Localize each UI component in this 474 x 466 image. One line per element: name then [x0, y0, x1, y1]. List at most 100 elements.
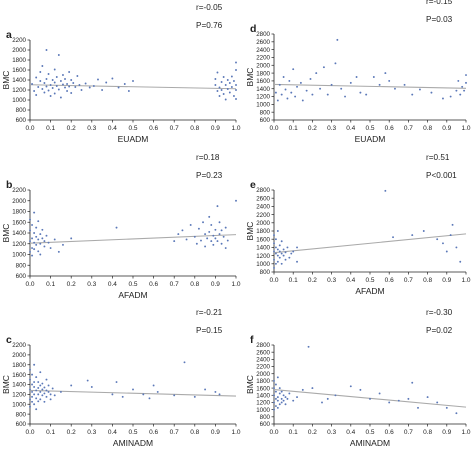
data-point: [39, 398, 42, 401]
data-point: [282, 394, 285, 397]
data-point: [365, 93, 368, 96]
data-point: [430, 91, 433, 94]
data-point: [45, 85, 48, 88]
data-point: [220, 89, 223, 91]
data-point: [62, 74, 64, 76]
panel-e: 0.0 0.1 0.2 0.3 0.4 0.5 0.6 0.7 0.8 0.9 1.0 8001000…: [245, 153, 471, 296]
data-point: [78, 84, 81, 86]
data-point: [41, 228, 44, 231]
data-point: [216, 240, 219, 243]
data-point: [294, 95, 297, 98]
x-tick-label: 0.1: [289, 277, 298, 284]
data-point: [208, 230, 211, 233]
data-point: [59, 96, 62, 99]
data-point: [222, 76, 225, 78]
data-point: [39, 242, 42, 245]
data-point: [37, 400, 40, 403]
data-point: [39, 371, 42, 374]
data-point: [307, 345, 310, 348]
y-tick-label: 1400: [12, 230, 26, 237]
data-point: [41, 388, 44, 391]
y-tick-label: 2000: [256, 371, 270, 378]
data-point: [35, 76, 38, 79]
data-point: [49, 398, 52, 401]
data-point: [273, 242, 275, 245]
data-point: [280, 390, 283, 393]
data-point: [123, 83, 126, 85]
data-point: [41, 382, 44, 385]
data-point: [31, 400, 34, 403]
y-tick-label: 1200: [256, 253, 270, 260]
data-point: [64, 86, 66, 89]
y-tick-label: 800: [16, 411, 27, 418]
data-point: [33, 248, 36, 251]
data-point: [288, 256, 291, 259]
data-point: [394, 87, 396, 90]
y-tick-label: 1000: [256, 102, 270, 109]
y-tick-label: 1200: [256, 400, 270, 407]
data-point: [280, 93, 283, 96]
x-tick-label: 0.0: [269, 125, 278, 132]
data-point: [442, 97, 444, 100]
data-point: [296, 260, 298, 263]
data-point: [372, 76, 375, 78]
x-tick-label: 0.2: [67, 125, 76, 132]
data-point: [76, 75, 79, 77]
y-tick-label: 2800: [256, 187, 270, 194]
data-point: [355, 76, 358, 78]
data-point: [282, 399, 285, 402]
data-point: [35, 226, 38, 229]
data-point: [436, 238, 439, 241]
y-axis-title: BMC: [1, 71, 11, 90]
data-point: [299, 81, 302, 84]
data-point: [301, 99, 304, 102]
y-tick-label: 1400: [256, 245, 270, 252]
data-point: [326, 93, 329, 96]
x-tick-label: 0.6: [385, 429, 394, 436]
data-point: [117, 86, 120, 89]
x-tick-label: 0.2: [308, 125, 317, 132]
data-point: [43, 91, 46, 94]
data-point: [214, 390, 217, 393]
data-point: [39, 71, 42, 73]
x-tick-label: 0.6: [385, 125, 394, 132]
data-point: [35, 243, 38, 246]
data-point: [274, 91, 277, 94]
data-point: [33, 90, 36, 92]
data-point: [59, 80, 62, 82]
data-point: [51, 387, 54, 390]
data-point: [235, 89, 237, 91]
x-tick-label: 1.0: [231, 125, 240, 132]
data-point: [214, 237, 217, 240]
data-point: [276, 248, 279, 251]
data-point: [214, 84, 217, 86]
data-point: [459, 260, 462, 263]
x-tick-label: 0.1: [46, 429, 55, 436]
data-point: [115, 226, 118, 229]
data-point: [276, 399, 279, 402]
data-point: [274, 397, 277, 400]
data-point: [39, 253, 42, 256]
data-point: [284, 251, 287, 254]
data-point: [214, 78, 217, 80]
data-point: [426, 396, 429, 399]
data-point: [33, 363, 36, 366]
data-point: [276, 406, 279, 409]
trend-line: [29, 234, 237, 244]
data-point: [459, 93, 462, 96]
data-point: [442, 242, 444, 245]
y-tick-label: 1000: [256, 261, 270, 268]
x-tick-label: 0.9: [442, 429, 451, 436]
data-point: [411, 234, 414, 237]
data-point: [197, 227, 200, 230]
data-point: [37, 250, 40, 253]
data-point: [212, 234, 215, 237]
data-point: [181, 229, 184, 232]
data-point: [274, 262, 277, 265]
data-point: [115, 381, 118, 383]
data-point: [322, 66, 325, 69]
data-point: [369, 397, 371, 400]
data-point: [43, 386, 46, 389]
data-point: [39, 80, 42, 82]
x-tick-label: 0.8: [190, 429, 199, 436]
